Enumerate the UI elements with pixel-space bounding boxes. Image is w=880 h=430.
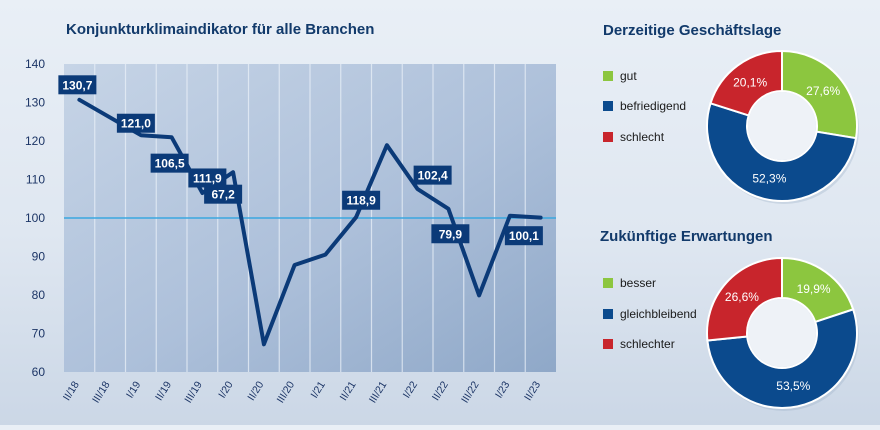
y-tick-label: 70 [32, 327, 46, 341]
data-label: 111,9 [193, 171, 222, 185]
y-tick-label: 130 [25, 96, 45, 110]
legend-swatch [603, 132, 613, 142]
legend-label: befriedigend [620, 99, 686, 113]
x-tick-label: II/19 [153, 379, 174, 403]
legend-label: besser [620, 276, 656, 290]
y-tick-label: 90 [32, 250, 46, 264]
x-tick-label: II/23 [522, 379, 543, 403]
y-tick-label: 120 [25, 134, 45, 148]
x-tick-label: II/22 [430, 379, 451, 403]
x-tick-label: I/20 [216, 379, 236, 400]
x-tick-label: III/20 [275, 379, 298, 405]
donut-slice [706, 256, 783, 342]
slice-value-label: 52,3% [752, 172, 786, 186]
donut-hole [748, 92, 816, 160]
legend-swatch [603, 101, 613, 111]
slice-value-label: 20,1% [733, 75, 767, 89]
y-tick-label: 140 [25, 57, 45, 71]
donut-slice [706, 308, 858, 409]
x-tick-label: III/22 [459, 379, 482, 405]
x-tick-label: III/21 [367, 379, 390, 405]
legend-swatch [603, 71, 613, 81]
legend-swatch [603, 278, 613, 288]
data-label-box [504, 226, 543, 246]
legend-label: gut [620, 69, 637, 83]
x-tick-label: I/23 [493, 379, 513, 400]
data-label: 100,1 [509, 229, 539, 243]
data-label: 130,7 [62, 78, 92, 92]
data-label-box [116, 113, 155, 133]
legend-swatch [603, 309, 613, 319]
x-tick-label: II/18 [61, 379, 82, 403]
data-label: 106,5 [155, 157, 185, 171]
legend-label: gleichbleibend [620, 307, 697, 321]
x-tick-label: I/21 [308, 379, 328, 400]
y-tick-label: 60 [32, 365, 46, 379]
data-label-box [188, 168, 227, 188]
pie-chart-title-future: Zukünftige Erwartungen [600, 228, 773, 245]
data-label-box [342, 190, 381, 210]
data-label: 121,0 [121, 117, 151, 131]
line-chart: 60 70 80 90 100 110 120 130 140 II/18 III/18 I/19 II… [25, 57, 556, 405]
data-label: 79,9 [439, 227, 463, 241]
x-tick-label: III/19 [182, 379, 205, 405]
donut-slice [709, 49, 783, 117]
donut-slice [706, 102, 858, 203]
x-tick-label: III/18 [90, 379, 113, 405]
y-tick-label: 110 [26, 173, 45, 187]
x-tick-label: I/22 [401, 379, 421, 400]
pie-chart-title-current: Derzeitige Geschäftslage [603, 22, 781, 39]
slice-value-label: 27,6% [806, 84, 840, 98]
legend-label: schlecht [620, 130, 665, 144]
y-tick-label: 80 [32, 288, 46, 302]
slice-value-label: 19,9% [797, 282, 831, 296]
legend-swatch [603, 339, 613, 349]
data-label-box [150, 153, 189, 173]
y-tick-label: 100 [25, 211, 45, 225]
data-label: 67,2 [211, 188, 235, 202]
donut-hole [748, 299, 816, 367]
data-label-box [413, 165, 452, 185]
data-label-box [58, 75, 97, 95]
data-label-box [204, 184, 243, 204]
x-tick-label: I/19 [124, 379, 144, 400]
line-chart-title: Konjunkturklimaindikator für alle Branch… [66, 21, 374, 38]
legend-label: schlechter [620, 337, 675, 351]
x-tick-label: II/21 [338, 379, 359, 403]
donut-charts: 27,6% 52,3% 20,1% gut befriedigend schlecht 19… [603, 49, 859, 411]
slice-value-label: 53,5% [776, 379, 810, 393]
donut-slice [781, 49, 858, 140]
data-label: 102,4 [418, 169, 448, 183]
x-tick-label: II/20 [245, 379, 266, 403]
data-label-box [431, 224, 470, 244]
data-label: 118,9 [346, 194, 376, 208]
slice-value-label: 26,6% [725, 290, 759, 304]
